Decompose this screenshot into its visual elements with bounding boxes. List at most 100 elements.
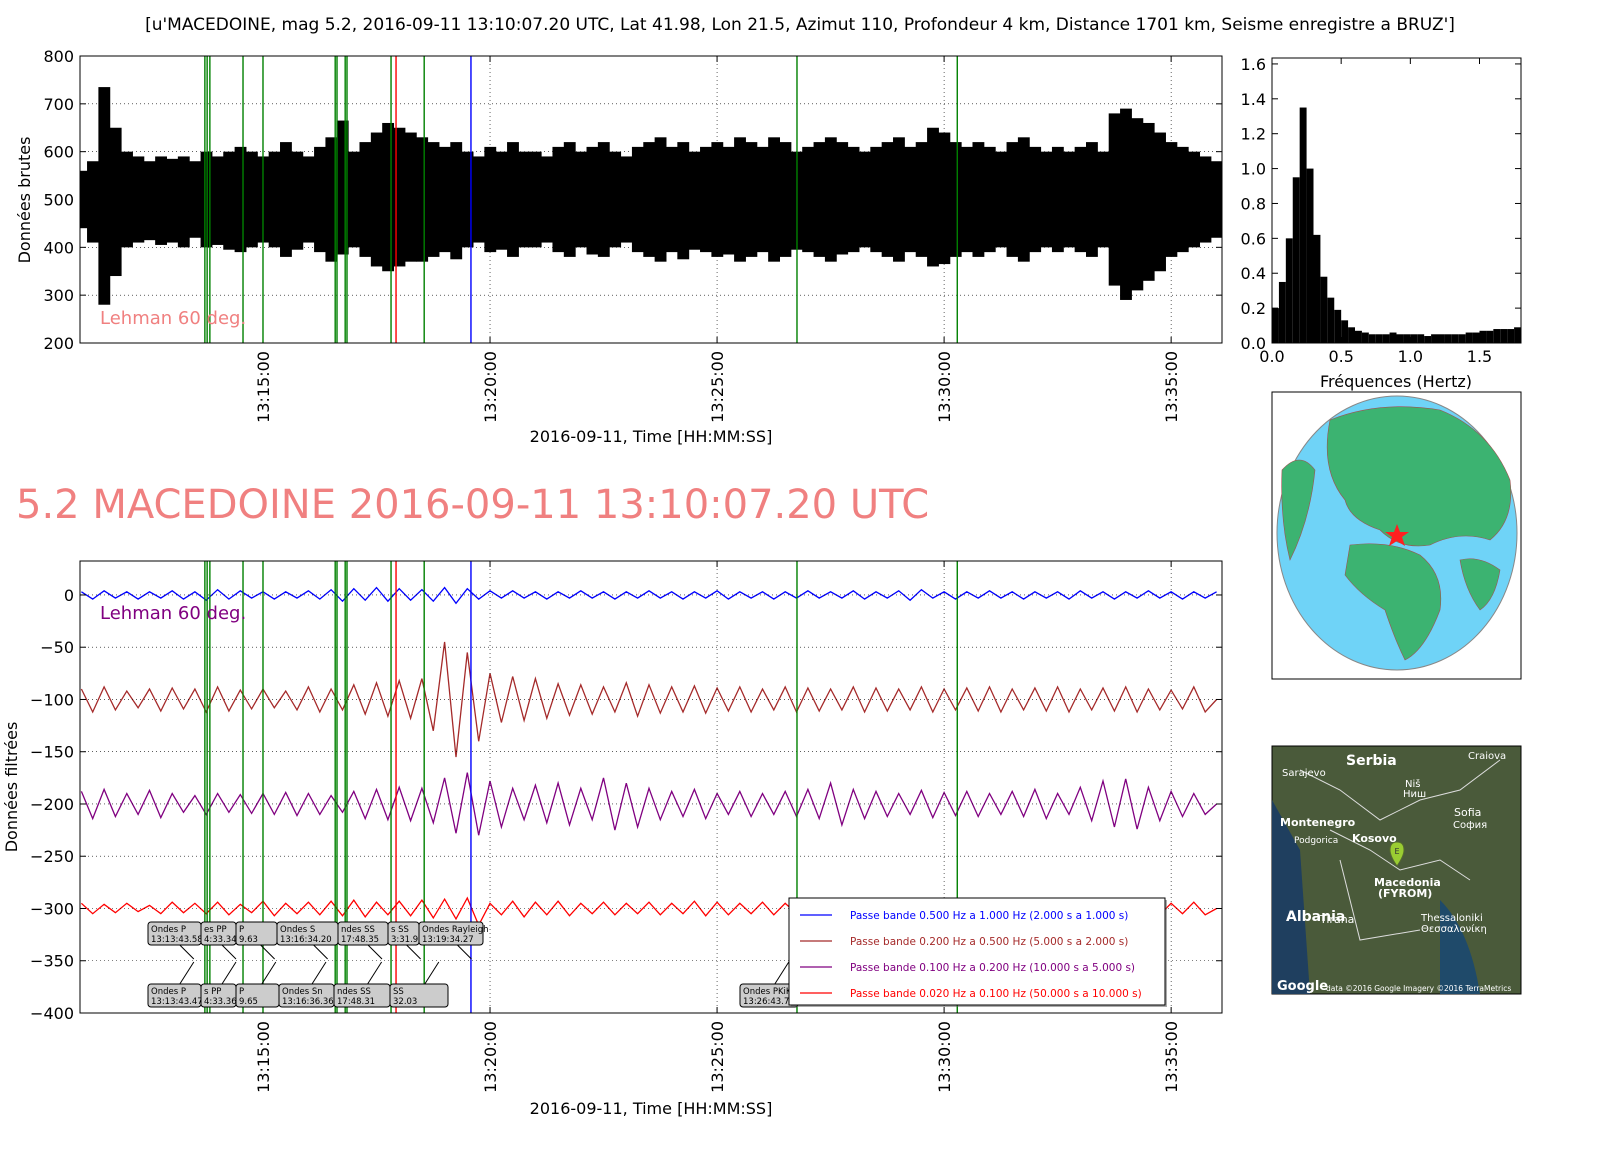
spectrum-bar: [1486, 330, 1494, 343]
phase-label: 17:48.31: [337, 997, 375, 1007]
phase-arrow: [261, 961, 277, 985]
spectrum-bar: [1292, 177, 1300, 343]
spectrum-bar: [1451, 334, 1459, 343]
x-axis-label: Fréquences (Hertz): [1320, 372, 1472, 391]
trace-bin: [972, 142, 985, 257]
map-label: (FYROM): [1378, 887, 1432, 900]
trace-bin: [450, 142, 463, 260]
trace-line: [81, 586, 1217, 605]
event-heading: 5.2 MACEDOINE 2016-09-11 13:10:07.20 UTC: [16, 482, 929, 528]
trace-bin: [836, 142, 849, 255]
spectrum-bar: [1472, 332, 1480, 343]
y-tick-label: 0.0: [1241, 334, 1266, 353]
globe: [1271, 391, 1522, 680]
map-label: Tirana: [1319, 913, 1354, 926]
spectrum-bar: [1299, 107, 1307, 343]
trace-bin: [416, 137, 429, 262]
map-label: Serbia: [1346, 753, 1397, 769]
map-label: Θεσσαλονίκη: [1421, 923, 1487, 935]
spectrum-bar: [1403, 334, 1411, 343]
y-tick-label: 0.6: [1241, 229, 1266, 248]
y-tick-label: −50: [40, 638, 74, 657]
trace-bin: [177, 156, 190, 248]
legend-label: Passe bande 0.020 Hz a 0.100 Hz (50.000 …: [850, 988, 1142, 1000]
trace-bin: [1040, 151, 1053, 248]
phase-label: P: [239, 925, 244, 935]
satellite-map: [1271, 745, 1522, 995]
map-label: Ниш: [1403, 789, 1426, 800]
phase-label: Ondes P: [151, 987, 186, 997]
x-tick-label: 1.5: [1467, 347, 1492, 366]
legend-box: [788, 897, 1166, 1006]
spectrum-bar: [1348, 327, 1355, 343]
trace-bin: [552, 146, 565, 253]
spectrum-bar: [1278, 281, 1286, 343]
trace-bin: [393, 127, 406, 267]
y-tick-label: −350: [30, 952, 74, 971]
phase-arrow: [260, 944, 275, 960]
phase-label: Ondes S: [280, 925, 315, 935]
trace-bin: [1097, 151, 1110, 248]
spectrum-bar: [1438, 334, 1445, 343]
y-tick-label: 500: [43, 191, 74, 210]
y-axis-label: Données filtrées: [2, 722, 21, 853]
phase-label: s SS: [391, 925, 409, 935]
trace-bin: [824, 137, 837, 262]
trace-bin: [1165, 142, 1178, 257]
annotation: Lehman 60 deg.: [100, 603, 246, 624]
map-label: София: [1453, 820, 1487, 831]
y-tick-label: −100: [30, 690, 74, 709]
trace-bin: [529, 151, 542, 248]
y-tick-label: −400: [30, 1004, 74, 1023]
phase-label: 13:26:43.7: [743, 997, 789, 1007]
x-tick-label: 13:20:00: [481, 351, 500, 423]
trace-bin: [1188, 151, 1201, 248]
phase-arrow: [179, 944, 195, 960]
axes-frame: [1271, 57, 1522, 344]
trace-bin: [245, 151, 258, 248]
trace-bin: [893, 137, 905, 262]
spectrum-bar: [1285, 238, 1293, 343]
trace-bin: [1029, 146, 1042, 253]
spectrum-bar: [1341, 320, 1349, 343]
map-label: Albania: [1286, 909, 1345, 925]
trace-bin: [575, 151, 588, 248]
legend-label: Passe bande 0.500 Hz a 1.000 Hz (2.000 s…: [850, 910, 1128, 922]
x-tick-label: 13:25:00: [708, 351, 727, 423]
phase-box: [389, 983, 449, 1008]
trace-bin: [631, 146, 644, 253]
spectrum-bar: [1355, 330, 1362, 343]
phase-label: es PP: [204, 925, 227, 935]
phase-label: 32.03: [393, 997, 417, 1007]
trace-bin: [745, 142, 758, 257]
trace-bin: [688, 151, 701, 250]
phase-arrow: [367, 961, 383, 985]
trace-bin: [915, 142, 928, 257]
phase-arrow: [179, 961, 195, 985]
phase-label: Ondes P: [151, 925, 186, 935]
legend: Passe bande 0.500 Hz a 1.000 Hz (2.000 s…: [788, 897, 1167, 1007]
spectrum-bar: [1424, 336, 1432, 343]
spectrum-bar: [1382, 334, 1390, 343]
y-tick-label: 0.4: [1241, 264, 1266, 283]
figure-title: [u'MACEDOINE, mag 5.2, 2016-09-11 13:10:…: [145, 15, 1455, 35]
phase-label: 9.63: [239, 935, 258, 945]
spectrum-bar: [1444, 334, 1452, 343]
y-tick-label: 300: [43, 286, 74, 305]
trace-bin: [1154, 132, 1166, 272]
phase-label: ndes SS: [337, 987, 371, 997]
trace-line: [80, 772, 1218, 836]
trace-bin: [961, 146, 973, 253]
trace-bin: [700, 146, 712, 253]
trace-bin: [620, 156, 633, 243]
trace-bin: [336, 120, 349, 255]
phase-label: 4:33.36: [204, 997, 237, 1007]
trace-bin: [1142, 122, 1155, 281]
spectrum-bar: [1334, 309, 1342, 343]
y-tick-label: 800: [43, 47, 74, 66]
spectrum-bar: [1327, 297, 1335, 343]
x-tick-label: 13:20:00: [481, 1021, 500, 1093]
trace-bin: [563, 142, 576, 257]
trace-bin: [711, 142, 724, 257]
